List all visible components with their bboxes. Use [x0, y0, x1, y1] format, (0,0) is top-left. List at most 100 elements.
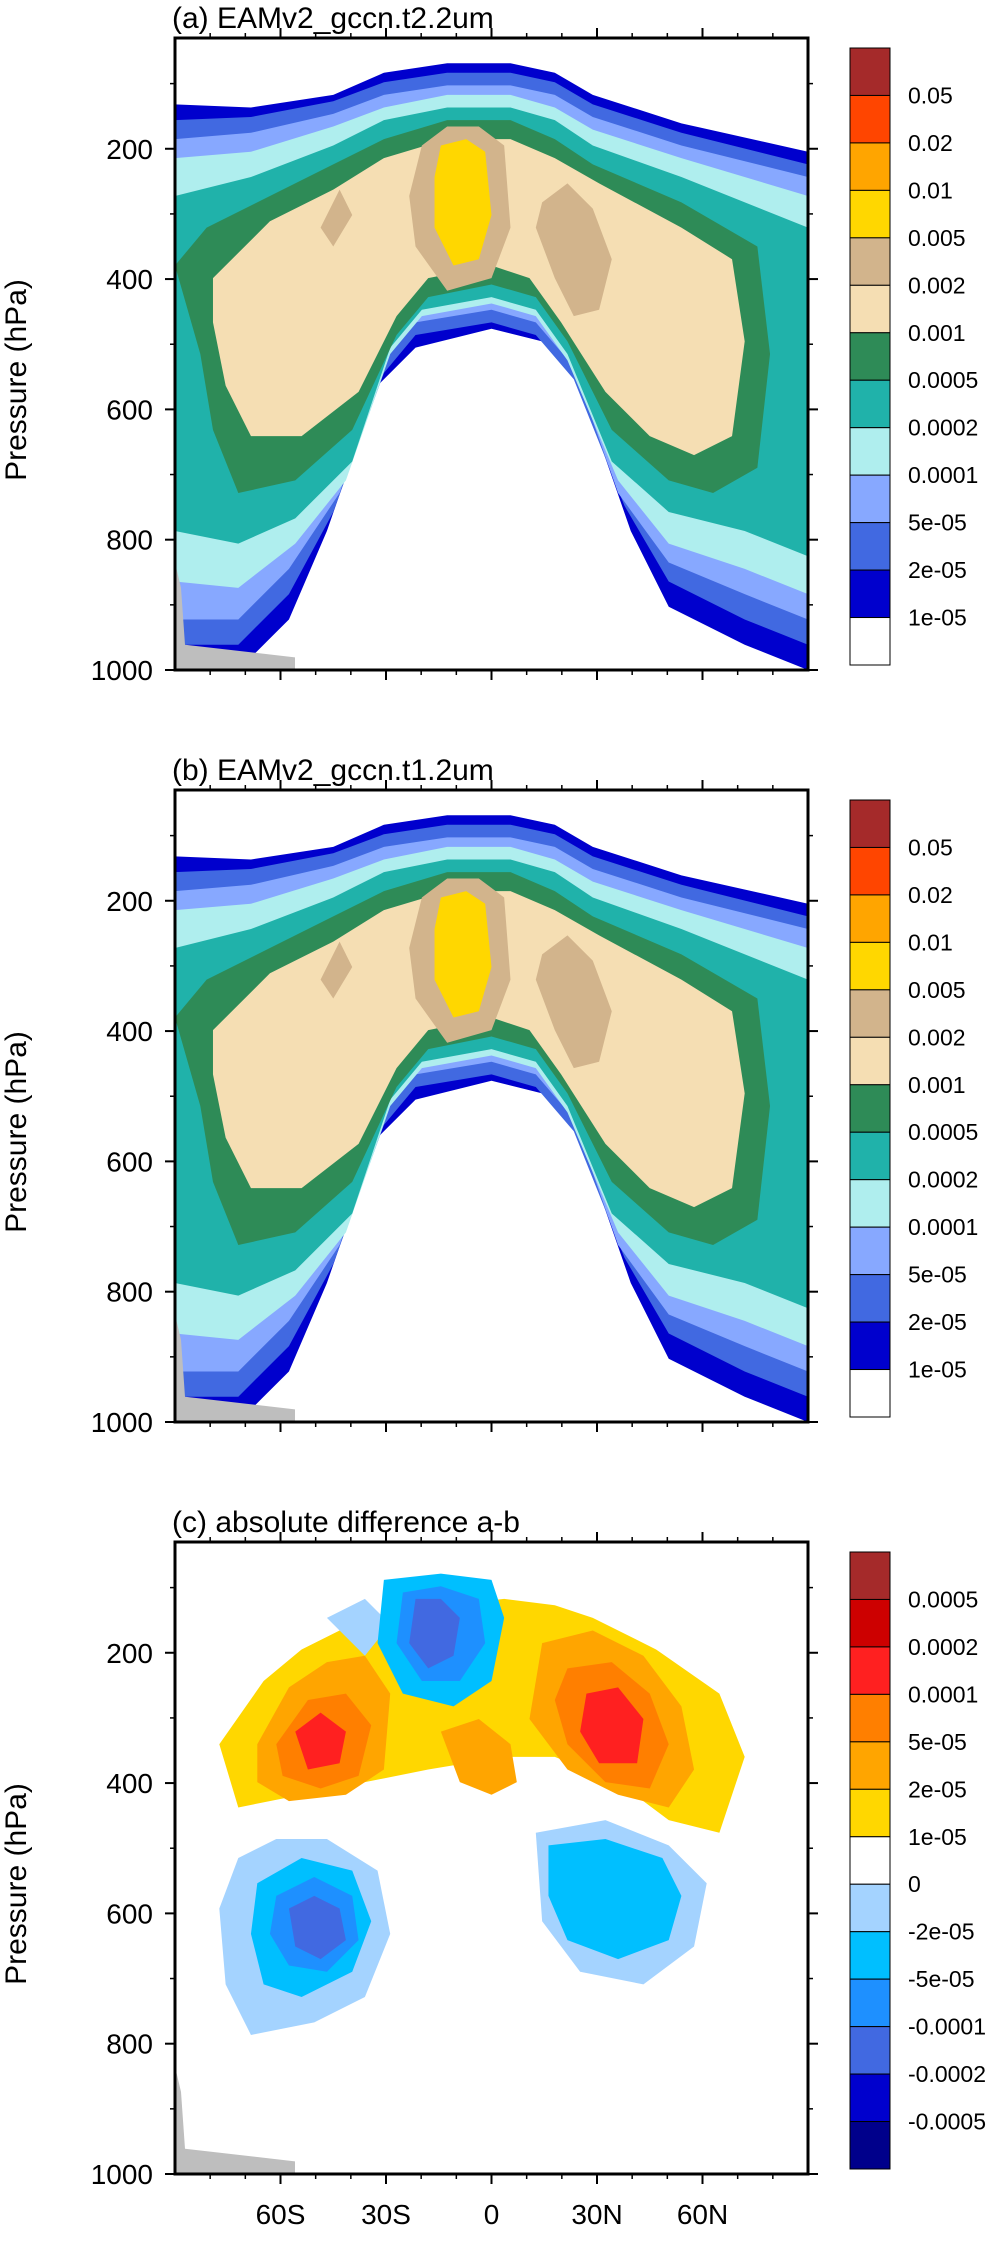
colorbar-label: 5e-05: [908, 1262, 967, 1288]
y-tick-label: 200: [106, 1638, 153, 1669]
colorbar-box: [849, 47, 891, 96]
topography-mask: [175, 1314, 295, 1422]
chart-c-plot: [173, 1540, 810, 2176]
colorbar-box: [849, 1741, 891, 1790]
chart-c-ticks: 60S 30S 0 30N 60N 200 400 600 800 1000: [91, 1532, 818, 2230]
colorbar-box: [849, 1131, 891, 1181]
contour-band: [434, 891, 492, 1018]
y-tick-label: 800: [106, 2029, 153, 2060]
colorbar-box: [849, 379, 891, 429]
colorbar-label: 1e-05: [908, 1824, 967, 1850]
contour-band: [276, 1662, 669, 1789]
contour-band: [269, 1586, 486, 1972]
y-tick-label: 1000: [91, 655, 153, 686]
colorbar-box: [849, 1693, 891, 1743]
y-tick-label: 800: [106, 525, 153, 556]
y-tick-label: 200: [106, 134, 153, 165]
contour-field: [175, 1573, 808, 2035]
colorbar-box: [849, 2073, 891, 2123]
contour-band: [434, 139, 492, 266]
x-tick-label: 60S: [256, 1447, 306, 1452]
x-tick-label: 30S: [361, 2199, 411, 2230]
colorbar-label: 5e-05: [908, 510, 967, 536]
colorbar-label: 2e-05: [908, 1776, 967, 1802]
colorbar-label: 2e-05: [908, 557, 967, 583]
colorbar-label: 0.005: [908, 225, 966, 251]
contour-band: [288, 1598, 460, 1960]
colorbar-box: [849, 2026, 891, 2075]
colorbar-box: [849, 142, 891, 191]
chart-c-colorbar: 0.0005 0.0002 0.0001 5e-05 2e-05 1e-05 0 -2e-05…: [849, 1551, 986, 2170]
colorbar-label: 5e-05: [908, 1729, 967, 1755]
colorbar-label: 0.05: [908, 834, 953, 860]
y-tick-label: 600: [106, 1146, 153, 1177]
colorbar-label: 0.01: [908, 929, 953, 955]
colorbar-label: 0.005: [908, 977, 966, 1003]
colorbar-box: [849, 1883, 891, 1933]
y-tick-label: 600: [106, 394, 153, 425]
colorbar-box: [849, 1646, 891, 1695]
contour-field: [175, 815, 808, 1422]
chart-a-svg: (a) EAMv2_gccn.t2.2um Pressure (hPa) 60S…: [0, 2, 978, 726]
colorbar-box: [849, 2121, 891, 2170]
colorbar-label: 0.0001: [908, 1214, 978, 1240]
colorbar-box: [849, 1321, 891, 1371]
y-tick-label: 400: [106, 264, 153, 295]
panel-c: (c) absolute difference a-b Pressure (hP…: [0, 1504, 997, 2246]
colorbar-box: [849, 284, 891, 334]
x-tick-label: 60S: [256, 2199, 306, 2230]
panel-a: (a) EAMv2_gccn.t2.2um Pressure (hPa) 60S…: [0, 0, 997, 726]
colorbar-label: -0.0001: [908, 2014, 986, 2040]
colorbar-label: 0.002: [908, 272, 966, 298]
colorbar-label: 0.02: [908, 130, 953, 156]
colorbar-label: 0.0005: [908, 367, 978, 393]
colorbar-box: [849, 989, 891, 1038]
x-tick-label: 60N: [677, 695, 728, 700]
colorbar-box: [849, 522, 891, 571]
x-tick-label: 0: [484, 2199, 500, 2230]
chart-b-title: (b) EAMv2_gccn.t1.2um: [172, 754, 494, 787]
x-tick-label: 60S: [256, 695, 306, 700]
panel-b: (b) EAMv2_gccn.t1.2um Pressure (hPa) 60S…: [0, 752, 997, 1478]
y-tick-label: 1000: [91, 2159, 153, 2190]
colorbar-box: [849, 1179, 891, 1228]
colorbar-label: -0.0002: [908, 2061, 986, 2087]
colorbar-label: 0.02: [908, 882, 953, 908]
colorbar-label: 2e-05: [908, 1309, 967, 1335]
colorbar-box: [849, 237, 891, 286]
colorbar-label: -0.0005: [908, 2109, 986, 2135]
colorbar-label: 0.0001: [908, 1681, 978, 1707]
colorbar-label: 0.0002: [908, 415, 978, 441]
colorbar-box: [849, 799, 891, 848]
colorbar-label: 0.001: [908, 1072, 966, 1098]
colorbar-box: [849, 332, 891, 381]
colorbar-label: 0.002: [908, 1024, 966, 1050]
colorbar-box: [849, 1551, 891, 1600]
x-tick-label: 0: [484, 1447, 500, 1452]
colorbar-label: 1e-05: [908, 605, 967, 631]
x-tick-label: 30N: [571, 695, 622, 700]
y-tick-label: 400: [106, 1016, 153, 1047]
colorbar-box: [849, 1978, 891, 2028]
x-tick-label: 30N: [571, 1447, 622, 1452]
y-tick-label: 200: [106, 886, 153, 917]
y-tick-label: 400: [106, 1768, 153, 1799]
colorbar-box: [849, 1598, 891, 1648]
y-tick-label: 600: [106, 1898, 153, 1929]
colorbar-box: [849, 1274, 891, 1323]
chart-b-svg: (b) EAMv2_gccn.t1.2um Pressure (hPa) 60S…: [0, 754, 978, 1478]
colorbar-label: 0.0005: [908, 1586, 978, 1612]
colorbar-label: -2e-05: [908, 1919, 974, 1945]
x-tick-label: 60N: [677, 2199, 728, 2230]
colorbar-label: 0.001: [908, 320, 966, 346]
chart-a-colorbar: 0.05 0.02 0.01 0.005 0.002 0.001 0.0005 0.0002 0…: [849, 47, 978, 666]
topography-mask: [175, 2066, 295, 2174]
colorbar-box: [849, 94, 891, 144]
colorbar-box: [849, 894, 891, 943]
colorbar-box: [849, 846, 891, 896]
x-tick-label: 30S: [361, 1447, 411, 1452]
topography-mask: [175, 562, 295, 670]
chart-a-plot: [173, 36, 810, 672]
colorbar-label: -5e-05: [908, 1966, 974, 1992]
colorbar-box: [849, 474, 891, 524]
